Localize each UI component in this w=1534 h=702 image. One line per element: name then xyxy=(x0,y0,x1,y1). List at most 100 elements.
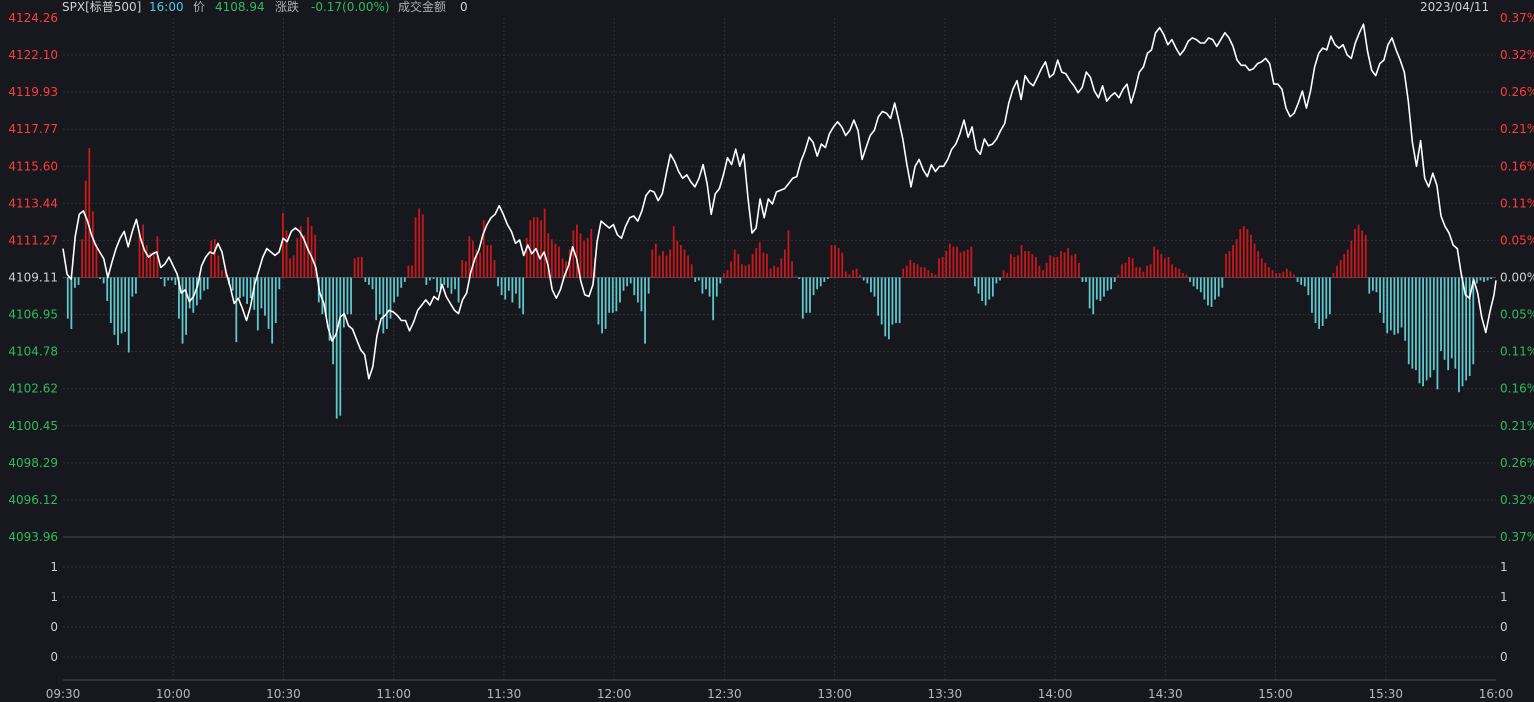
down-bar xyxy=(1081,277,1084,282)
down-bar xyxy=(238,277,241,299)
down-bar xyxy=(601,277,603,334)
up-bar xyxy=(848,274,851,278)
left-axis-tick: 4106.95 xyxy=(8,308,58,322)
down-bar xyxy=(332,277,335,365)
time-axis-tick: 13:30 xyxy=(928,687,963,701)
down-bar xyxy=(515,277,517,294)
right-axis-tick: 0.11% xyxy=(1500,345,1534,359)
up-bar xyxy=(1357,224,1360,278)
down-bar xyxy=(518,277,521,309)
down-bar xyxy=(1106,277,1109,291)
symbol-name: SPX[标普500] xyxy=(62,0,142,14)
down-bar xyxy=(1461,277,1464,387)
up-bar xyxy=(902,268,905,278)
up-bar xyxy=(1149,264,1152,278)
down-bar xyxy=(991,277,994,297)
time-axis-tick: 12:30 xyxy=(707,687,742,701)
down-bar xyxy=(102,277,105,284)
down-bar xyxy=(256,277,259,331)
up-bar xyxy=(920,267,923,278)
left-axis-tick: 4117.77 xyxy=(8,122,58,136)
down-bar xyxy=(260,277,263,309)
down-bar xyxy=(647,277,650,294)
up-bar xyxy=(687,255,689,278)
down-bar xyxy=(386,277,388,329)
up-bar xyxy=(1260,258,1263,278)
up-bar xyxy=(934,274,937,278)
down-bar xyxy=(429,277,431,281)
up-bar xyxy=(1181,273,1184,278)
down-bar xyxy=(1311,277,1313,313)
down-bar xyxy=(1110,277,1113,290)
up-bar xyxy=(411,265,413,278)
down-bar xyxy=(500,277,503,296)
down-bar xyxy=(274,277,277,324)
up-bar xyxy=(296,237,299,278)
up-bar xyxy=(837,248,840,278)
up-bar xyxy=(844,271,847,278)
up-bar xyxy=(1271,270,1274,278)
down-bar xyxy=(382,277,385,334)
time-axis-tick: 13:00 xyxy=(817,687,852,701)
down-bar xyxy=(1454,277,1457,369)
down-bar xyxy=(1303,277,1306,287)
up-bar xyxy=(91,211,94,278)
up-bar xyxy=(1364,234,1367,278)
right-axis-tick: 0.37% xyxy=(1500,11,1534,25)
up-bar xyxy=(941,256,944,278)
time-axis-tick: 14:30 xyxy=(1148,687,1183,701)
up-bar xyxy=(1002,270,1005,278)
up-bar xyxy=(672,226,675,278)
up-bar xyxy=(489,245,492,278)
down-bar xyxy=(339,277,342,416)
down-bar xyxy=(325,277,327,316)
up-bar xyxy=(561,258,564,278)
down-bar xyxy=(1375,277,1378,293)
up-bar xyxy=(149,252,152,278)
down-bar xyxy=(981,277,983,302)
down-bar xyxy=(988,277,991,300)
up-bar xyxy=(730,261,732,278)
current-time: 16:00 xyxy=(149,0,184,14)
down-bar xyxy=(694,277,697,282)
up-bar xyxy=(1246,228,1249,278)
up-bar xyxy=(145,245,148,278)
up-bar xyxy=(1060,251,1062,278)
down-bar xyxy=(866,277,869,284)
up-bar xyxy=(1350,240,1353,278)
right-axis-tick: 0.00% xyxy=(1500,271,1534,285)
up-bar xyxy=(669,249,672,278)
down-bar xyxy=(1411,277,1414,369)
up-bar xyxy=(576,224,578,278)
up-bar xyxy=(1174,267,1177,278)
down-bar xyxy=(278,277,281,290)
up-bar xyxy=(1228,251,1231,278)
up-bar xyxy=(357,256,360,278)
down-bar xyxy=(887,277,890,340)
up-bar xyxy=(1135,267,1138,278)
up-bar xyxy=(909,259,912,278)
price-value: 4108.94 xyxy=(215,0,265,14)
up-bar xyxy=(558,246,560,278)
up-bar xyxy=(1128,256,1130,278)
up-bar xyxy=(945,251,948,278)
left-axis-tick: 4122.10 xyxy=(8,48,58,62)
volume-axis-tick: 0 xyxy=(50,620,58,634)
up-bar xyxy=(152,251,155,278)
down-bar xyxy=(378,277,381,315)
down-bar xyxy=(113,277,116,335)
down-bar xyxy=(974,277,976,287)
down-bar xyxy=(185,277,188,335)
time-axis-tick: 12:00 xyxy=(597,687,632,701)
up-bar xyxy=(855,268,858,278)
down-bar xyxy=(640,277,643,312)
up-bar xyxy=(360,256,363,278)
up-bar xyxy=(1024,251,1026,278)
up-bar xyxy=(1346,249,1349,278)
right-axis-tick: 0.16% xyxy=(1500,382,1534,396)
up-bar xyxy=(956,246,958,278)
left-axis-tick: 4115.60 xyxy=(8,159,58,173)
down-bar xyxy=(1088,277,1091,309)
down-bar xyxy=(1468,277,1471,376)
